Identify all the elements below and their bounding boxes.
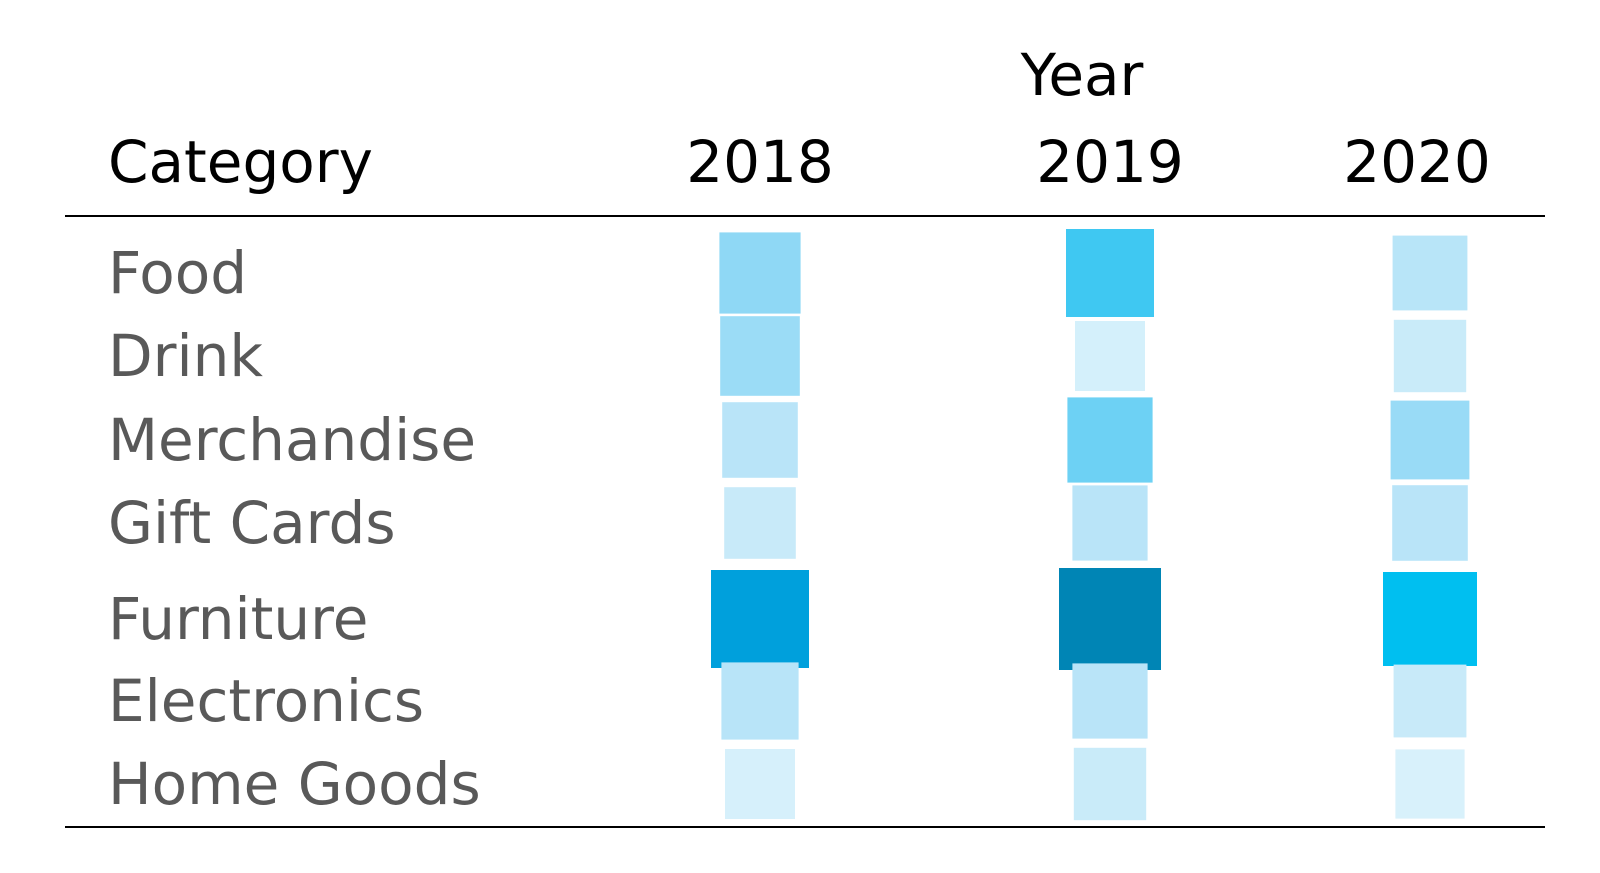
- heatmap-cell-electronics-2018: [721, 662, 799, 740]
- column-label-2018: 2018: [686, 128, 834, 196]
- heatmap-cell-food-2018: [719, 232, 801, 314]
- column-group-label: Year: [1020, 41, 1144, 109]
- column-label-2019: 2019: [1036, 128, 1184, 196]
- heatmap-cell-home-goods-2018: [725, 749, 795, 819]
- category-label-home-goods: Home Goods: [108, 750, 481, 818]
- heatmap-cell-gift-cards-2018: [724, 487, 796, 559]
- category-label-gift-cards: Gift Cards: [108, 489, 396, 557]
- heatmap-cell-drink-2018: [720, 316, 800, 396]
- heatmap-cell-drink-2019: [1075, 321, 1145, 391]
- heatmap-cell-drink-2020: [1393, 319, 1467, 393]
- category-label-drink: Drink: [108, 322, 263, 390]
- column-label-2020: 2020: [1343, 128, 1491, 196]
- category-label-food: Food: [108, 239, 247, 307]
- heatmap-cells: [711, 229, 1477, 821]
- category-label-merchandise: Merchandise: [108, 406, 476, 474]
- heatmap-cell-furniture-2018: [711, 570, 809, 668]
- heatmap-cell-gift-cards-2020: [1392, 485, 1468, 561]
- heatmap-cell-merchandise-2019: [1067, 397, 1153, 483]
- heatmap-cell-electronics-2019: [1072, 663, 1148, 739]
- heatmap-cell-home-goods-2020: [1395, 749, 1465, 819]
- heatmap-cell-home-goods-2019: [1073, 747, 1147, 821]
- heatmap-cell-merchandise-2018: [722, 402, 798, 478]
- row-header-label: Category: [108, 128, 373, 196]
- heatmap-cell-food-2019: [1066, 229, 1154, 317]
- category-label-furniture: Furniture: [108, 585, 368, 653]
- heatmap-cell-furniture-2020: [1383, 572, 1477, 666]
- category-labels: Food Drink Merchandise Gift Cards Furniture E…: [108, 239, 481, 818]
- heatmap-cell-food-2020: [1392, 235, 1468, 311]
- heatmap-cell-gift-cards-2019: [1072, 485, 1148, 561]
- heatmap-cell-furniture-2019: [1059, 568, 1161, 670]
- heatmap-cell-merchandise-2020: [1390, 400, 1470, 480]
- heatmap-cell-electronics-2020: [1393, 664, 1467, 738]
- category-label-electronics: Electronics: [108, 667, 424, 735]
